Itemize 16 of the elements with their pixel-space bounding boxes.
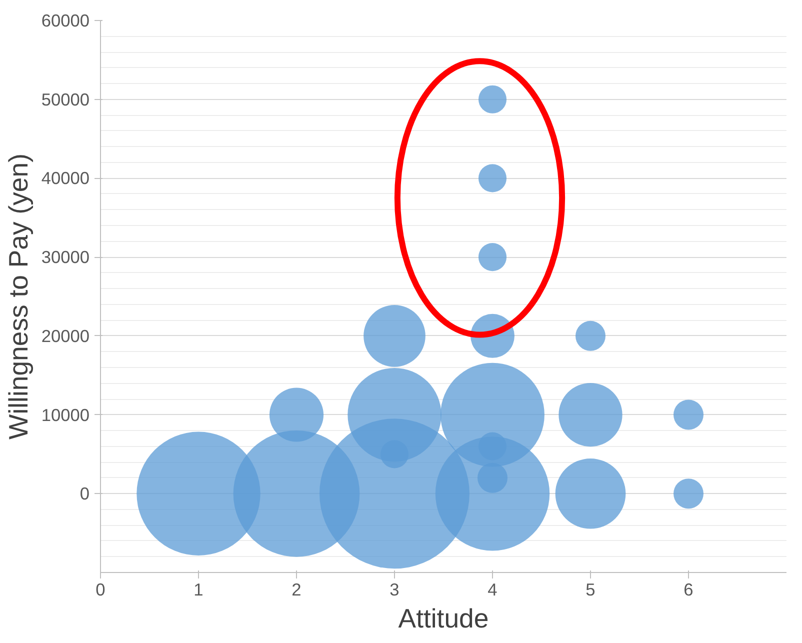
x-tick-label: 3 <box>390 580 400 600</box>
y-tick-label: 30000 <box>41 247 90 268</box>
y-tick-label: 60000 <box>41 10 90 30</box>
x-tick-label: 6 <box>684 580 694 600</box>
x-tick-label: 1 <box>194 580 204 600</box>
y-tick-label: 10000 <box>41 404 90 425</box>
x-tick-label: 4 <box>488 580 498 600</box>
x-tick-label: 0 <box>96 580 106 600</box>
y-axis-title: Willingness to Pay (yen) <box>3 154 34 440</box>
y-tick-label: 20000 <box>41 326 90 346</box>
y-tick-label: 0 <box>80 484 90 504</box>
y-tick-label: 40000 <box>41 168 90 188</box>
y-tick-label: 50000 <box>41 89 90 110</box>
x-tick-label: 5 <box>586 580 596 600</box>
x-axis-title: Attitude <box>398 604 489 634</box>
x-tick-label: 2 <box>292 580 302 600</box>
